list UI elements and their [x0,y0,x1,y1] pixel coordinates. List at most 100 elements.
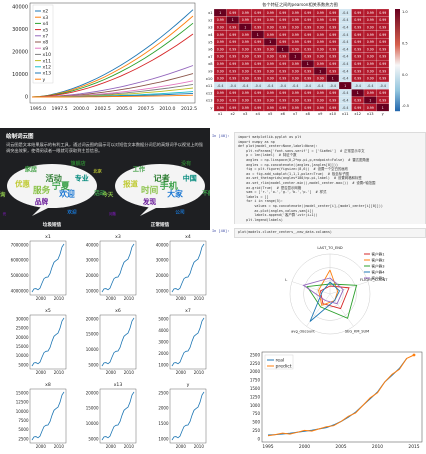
heatmap-cell-value: 0.99 [217,40,224,44]
heatmap-cell-value: 0.99 [229,77,236,81]
radar-axis-label: avg_discount [291,329,315,333]
heatmap-cell-value: 1 [257,33,259,37]
small-chart-line [31,391,65,441]
heatmap-cell-value: 1 [244,25,246,29]
right-word: 发现 [142,197,157,206]
heatmap-cell-value: 0.99 [367,106,374,110]
line-chart-y-tick: 0 [25,95,28,101]
heatmap-cell-value: -0.4 [242,84,248,88]
heatmap-cell-value: 1 [294,55,296,59]
small-chart-title: x3 [115,234,121,240]
heatmap-cell-value: 0.99 [317,62,324,66]
heatmap-cell-value: 0.99 [229,106,236,110]
radar-axis-line [291,281,331,295]
small-chart-title: x5 [45,308,51,314]
heatmap-col-label: x12 [354,112,361,116]
heatmap-cell-value: 0.99 [379,69,386,73]
heatmap-cell-value: 0.99 [229,47,236,51]
right-cloud-tail [140,206,158,216]
code-cell[interactable]: import matplotlib.pyplot as plt import nu… [234,132,426,224]
heatmap-cell-value: 0.99 [229,40,236,44]
small-chart-y-tick: 40000 [156,242,169,247]
heatmap-cell-value: 0.99 [354,18,361,22]
heatmap-cell-value: 0.99 [304,18,311,22]
heatmap-row-label: x11 [206,84,213,88]
line-chart-x-tick: 1997.5 [52,106,68,112]
heatmap-cell-value: -0.4 [342,18,348,22]
heatmap-cell-value: 0.99 [242,91,249,95]
heatmap-cell-value: 0.99 [267,47,274,51]
heatmap-cell-value: 0.99 [317,47,324,51]
wordcloud-panel-title: 绘制词云图 [6,134,34,140]
heatmap-cell-value: 1 [232,18,234,22]
right-word: 时间 [141,184,159,196]
colorbar-tick: 0.5 [402,41,408,45]
forecast-y-tick: 0 [257,436,260,441]
heatmap-col-label: x4 [256,112,261,116]
heatmap-cell-value: -0.4 [342,62,348,66]
heatmap-row-label: x1 [208,11,212,15]
line-chart-x-tick: 2002.5 [95,106,111,112]
line-chart-plot-area [29,2,196,104]
forecast-y-tick: 1500 [250,386,261,391]
heatmap-cell-value: 0.99 [329,98,336,102]
small-chart-x-tick: 2000 [36,370,47,375]
small-chart-y-tick: 1000 [158,362,169,367]
heatmap-cell-value: 0.99 [317,98,324,102]
small-chart-y-tick: 30000 [156,258,169,263]
line-chart-y-tick: 20000 [12,50,28,56]
left-word: 咨询 [0,191,6,199]
line-series-x3 [31,15,194,98]
heatmap-cell-value: 0.99 [254,69,261,73]
radar-code-input[interactable]: plot(models.cluster_centers_,new_data.co… [234,228,426,238]
heatmap-cell-value: -0.4 [342,40,348,44]
heatmap-cell [376,103,390,112]
heatmap-cell-value: 0.99 [367,77,374,81]
right-word: 报道 [123,179,138,188]
small-chart-y-tick: 10000 [156,288,169,293]
left-word: 专业 [75,174,89,183]
heatmap-cell-value: 0.99 [267,69,274,73]
heatmap-row-label: x2 [208,18,212,22]
heatmap-cell-value: 0.99 [304,106,311,110]
heatmap-cell-value: 0.99 [329,40,336,44]
code-line: angles = np.linspace(0,2*np.pi,p,endpoin… [238,157,370,162]
heatmap-cell-value: 0.99 [242,77,249,81]
heatmap-cell-value: 0.99 [254,106,261,110]
heatmap-cell-value: 0.99 [367,91,374,95]
heatmap-col-label: x10 [329,112,336,116]
heatmap-cell-value: 0.99 [267,77,274,81]
heatmap-row-label: y [210,106,213,110]
heatmap-cell-value: 0.99 [279,55,286,59]
heatmap-cell-value: 0.99 [304,25,311,29]
heatmap-cell-value: 0.99 [304,33,311,37]
small-chart-y-tick: 2500 [18,436,29,441]
heatmap-cell-value: 0.99 [367,40,374,44]
heatmap-cell-value: 0.99 [329,91,336,95]
right-word: 今天 [103,191,114,199]
heatmap-row-label: x13 [206,99,213,103]
forecast-x-tick: 2005 [335,444,346,450]
heatmap-cell-value: 0.99 [292,47,299,51]
heatmap-cell-value: 0.99 [379,77,386,81]
small-chart-y-tick: 20000 [86,390,99,395]
forecast-y-tick: 250 [252,428,260,433]
heatmap-cell-value: 0.99 [217,25,224,29]
forecast-y-tick: 2000 [250,369,261,374]
small-chart-x-tick: 2010 [124,296,135,301]
right-word: 没有 [181,160,191,167]
heatmap-cell-value: 1 [357,91,359,95]
heatmap-cell-value: 0.99 [229,69,236,73]
code-cell-prompt: In [40]: [212,134,230,138]
small-chart-y-tick: 4000000 [11,288,29,293]
heatmap-cell-value: -0.4 [342,47,348,51]
line-chart-x-tick: 2010.0 [159,106,175,112]
radar-series [309,281,341,322]
small-chart-title: x4 [185,234,191,240]
small-chart-y-tick: 6000000 [11,258,29,263]
small-chart-plot-area [169,240,207,296]
colorbar-tick: -0.5 [402,104,409,108]
left-word: 服务 [33,184,51,196]
forecast-series-predict [267,354,415,437]
heatmap-cell-value: 0.99 [292,77,299,81]
